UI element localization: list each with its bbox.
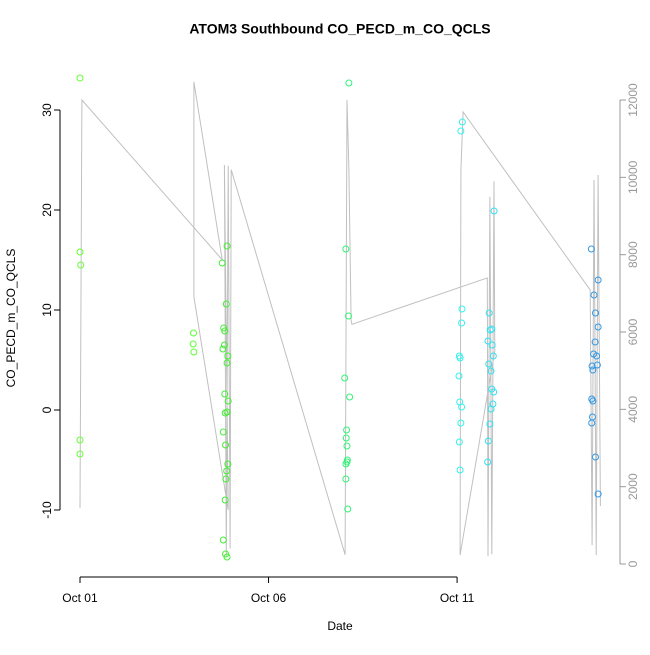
point bbox=[219, 536, 227, 544]
point bbox=[456, 466, 464, 474]
y2-tick-label: 2000 bbox=[626, 473, 640, 500]
point bbox=[189, 329, 197, 337]
point bbox=[488, 341, 496, 349]
point bbox=[224, 352, 232, 360]
point bbox=[224, 397, 232, 405]
point bbox=[220, 341, 228, 349]
point bbox=[458, 319, 466, 327]
point bbox=[220, 324, 228, 332]
point bbox=[223, 408, 231, 416]
point bbox=[488, 325, 496, 333]
point bbox=[224, 460, 232, 468]
point bbox=[455, 438, 463, 446]
point bbox=[485, 309, 493, 317]
y2-tick-label: 12000 bbox=[626, 83, 640, 117]
point bbox=[458, 403, 466, 411]
y-tick-label: 0 bbox=[40, 406, 54, 413]
point bbox=[76, 74, 84, 82]
point bbox=[458, 118, 466, 126]
point bbox=[221, 390, 229, 398]
point bbox=[486, 420, 494, 428]
point bbox=[484, 337, 492, 345]
point bbox=[484, 437, 492, 445]
y2-tick-label: 6000 bbox=[626, 318, 640, 345]
point bbox=[342, 475, 350, 483]
point bbox=[589, 397, 597, 405]
point bbox=[190, 348, 198, 356]
point bbox=[588, 362, 596, 370]
y2-tick-label: 10000 bbox=[626, 160, 640, 194]
point bbox=[591, 309, 599, 317]
x-tick-label: Oct 06 bbox=[251, 591, 287, 605]
point bbox=[455, 372, 463, 380]
x-tick-label: Oct 01 bbox=[62, 591, 98, 605]
y-axis-label: CO_PECD_m_CO_QCLS bbox=[4, 249, 18, 388]
altitude-line bbox=[79, 81, 601, 557]
point bbox=[342, 245, 350, 253]
point bbox=[76, 436, 84, 444]
point bbox=[487, 367, 495, 375]
point bbox=[486, 326, 494, 334]
point bbox=[219, 345, 227, 353]
point bbox=[456, 354, 464, 362]
point bbox=[76, 248, 84, 256]
point bbox=[587, 245, 595, 253]
x-axis-label: Date bbox=[327, 619, 353, 633]
point bbox=[189, 340, 197, 348]
point bbox=[77, 261, 85, 269]
point bbox=[343, 458, 351, 466]
point bbox=[342, 434, 350, 442]
point bbox=[343, 426, 351, 434]
point bbox=[345, 79, 353, 87]
point bbox=[485, 360, 493, 368]
point bbox=[590, 291, 598, 299]
point bbox=[346, 393, 354, 401]
point bbox=[591, 338, 599, 346]
y-tick-label: -10 bbox=[40, 501, 54, 519]
point bbox=[457, 127, 465, 135]
point bbox=[76, 450, 84, 458]
point bbox=[223, 242, 231, 250]
point bbox=[593, 361, 601, 369]
point bbox=[218, 259, 226, 267]
y-tick-label: 30 bbox=[40, 103, 54, 117]
point bbox=[458, 305, 466, 313]
point bbox=[490, 207, 498, 215]
chart-title: ATOM3 Southbound CO_PECD_m_CO_QCLS bbox=[189, 21, 490, 37]
y2-tick-label: 8000 bbox=[626, 241, 640, 268]
point bbox=[457, 419, 465, 427]
point bbox=[219, 428, 227, 436]
point bbox=[223, 467, 231, 475]
point bbox=[344, 505, 352, 513]
y2-tick-label: 4000 bbox=[626, 396, 640, 423]
point bbox=[489, 352, 497, 360]
point bbox=[594, 490, 602, 498]
x-tick-label: Oct 11 bbox=[440, 591, 475, 605]
point bbox=[589, 366, 597, 374]
point bbox=[341, 374, 349, 382]
point bbox=[223, 359, 231, 367]
y-tick-label: 20 bbox=[40, 203, 54, 217]
point bbox=[588, 419, 596, 427]
point bbox=[594, 276, 602, 284]
point bbox=[222, 441, 230, 449]
point bbox=[221, 327, 229, 335]
point bbox=[221, 496, 229, 504]
point bbox=[593, 352, 601, 360]
y-tick-label: 10 bbox=[40, 303, 54, 317]
point bbox=[484, 458, 492, 466]
point bbox=[487, 405, 495, 413]
point bbox=[490, 388, 498, 396]
point bbox=[344, 312, 352, 320]
point bbox=[222, 475, 230, 483]
y2-tick-label: 0 bbox=[626, 560, 640, 567]
point bbox=[594, 323, 602, 331]
point bbox=[591, 453, 599, 461]
point bbox=[223, 553, 231, 561]
point bbox=[343, 442, 351, 450]
point bbox=[222, 300, 230, 308]
